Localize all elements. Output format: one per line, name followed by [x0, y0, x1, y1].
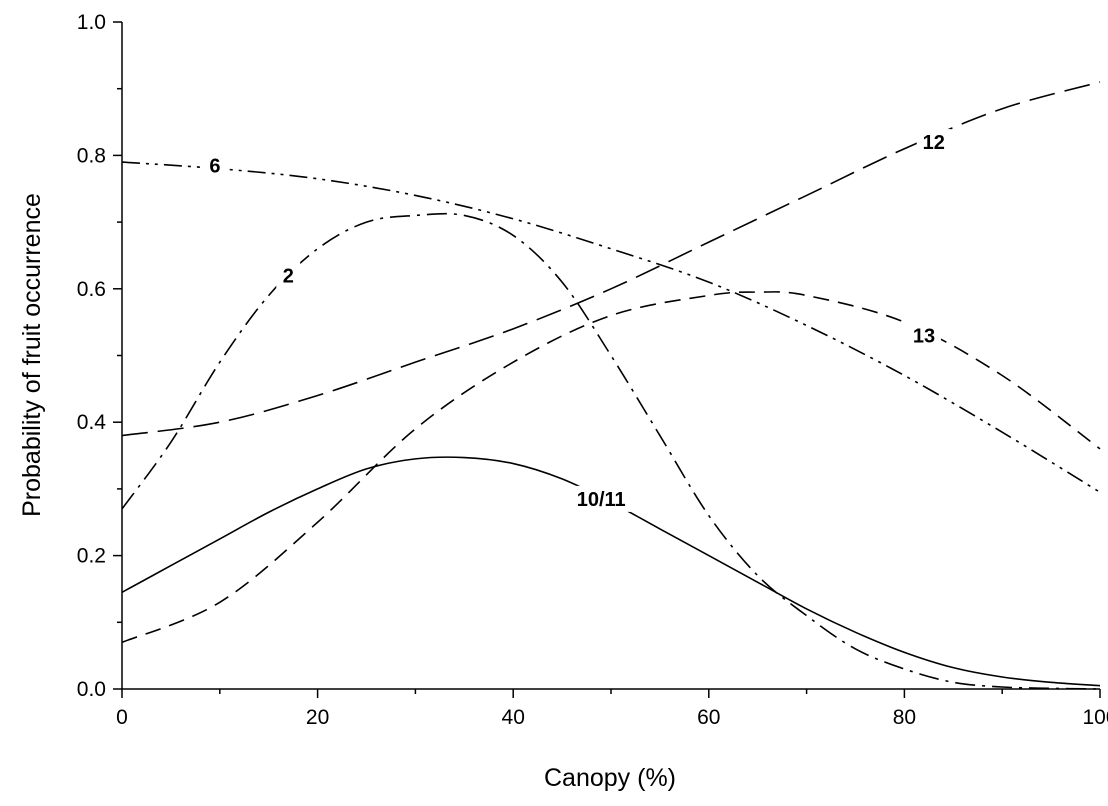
series-2-label: 2 — [283, 265, 294, 287]
y-tick-label: 0.6 — [77, 278, 106, 301]
series-12-label-bg — [916, 129, 951, 156]
series-6-label: 6 — [209, 155, 220, 177]
axes: 0 20 40 60 80 100 0.0 0.2 0.4 0.6 0.8 1.0 — [77, 11, 1108, 729]
series-13-label-bg — [906, 322, 941, 349]
y-tick-label: 0.8 — [77, 144, 106, 167]
series-10-11-label: 10/11 — [577, 489, 626, 511]
series-2-label-bg — [276, 262, 301, 289]
series-labels: 2 6 10/11 12 13 — [202, 129, 951, 512]
y-axis-label: Probability of fruit occurrence — [18, 193, 46, 517]
x-tick-label: 80 — [893, 706, 916, 729]
x-tick-label: 20 — [306, 706, 329, 729]
y-tick-label: 0.4 — [77, 411, 107, 434]
series-12-line — [121, 81, 1101, 437]
x-axis-label: Canopy (%) — [544, 764, 676, 792]
series-13-label: 13 — [913, 325, 935, 347]
y-tick-label: 1.0 — [77, 11, 106, 34]
series-2-line — [121, 212, 1101, 690]
y-tick-label: 0.2 — [77, 545, 106, 568]
series-10-11-label-bg — [566, 485, 637, 512]
series-13-line — [121, 291, 1101, 644]
y-tick-label: 0.0 — [77, 678, 106, 701]
x-tick-label: 60 — [697, 706, 720, 729]
series-6-line — [121, 161, 1101, 493]
x-tick-label: 0 — [116, 706, 128, 729]
series-curves — [121, 81, 1101, 690]
x-tick-label: 100 — [1082, 706, 1108, 729]
series-6-label-bg — [202, 152, 227, 179]
series-12-label: 12 — [923, 132, 945, 154]
x-tick-label: 40 — [502, 706, 525, 729]
